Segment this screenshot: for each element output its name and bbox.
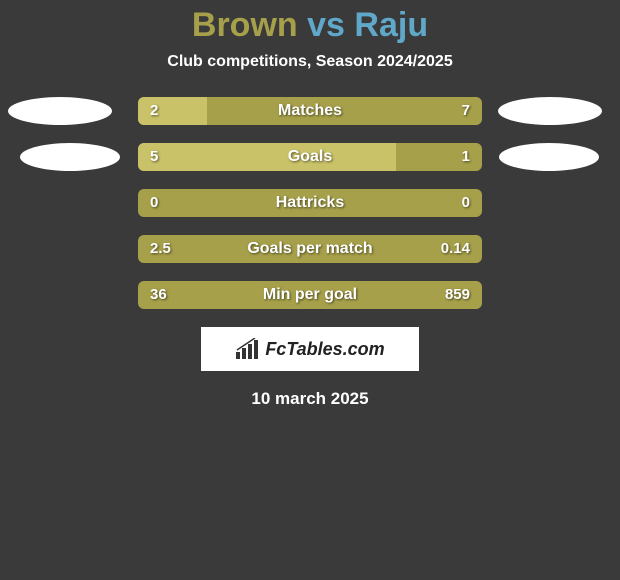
player-badge-oval [498,97,602,125]
logo: FcTables.com [201,327,419,371]
stat-bar: Min per goal36 859 [138,281,482,309]
stat-value-right: 859 [445,281,470,309]
subtitle: Club competitions, Season 2024/2025 [0,53,620,71]
player-badge-oval [20,143,120,171]
stat-value-left: 2 [150,97,158,125]
stat-value-left: 36 [150,281,167,309]
stat-label: Matches [138,97,482,125]
stat-value-left: 5 [150,143,158,171]
title-vs: vs [307,6,345,44]
stat-value-left: 2.5 [150,235,171,263]
player-badge-oval [499,143,599,171]
stat-bar: Matches2 7 [138,97,482,125]
stat-label: Hattricks [138,189,482,217]
date: 10 march 2025 [0,389,620,409]
player-badge-oval [8,97,112,125]
stat-value-right: 0 [462,189,470,217]
stat-bar: Goals5 1 [138,143,482,171]
title-player1: Brown [192,6,298,44]
stat-value-right: 0.14 [441,235,470,263]
stat-label: Min per goal [138,281,482,309]
chart-area: Matches2 7 Goals5 1 Hattricks0 0 Goals per mat… [0,97,620,309]
page-title: Brown vs Raju [0,0,620,45]
comparison-bars: Matches2 7 Goals5 1 Hattricks0 0 Goals per mat… [138,97,482,309]
title-player2: Raju [354,6,428,44]
stat-bar: Hattricks0 0 [138,189,482,217]
stat-label: Goals [138,143,482,171]
logo-text: FcTables.com [265,339,384,360]
stat-value-right: 7 [462,97,470,125]
stat-bar: Goals per match2.5 0.14 [138,235,482,263]
bar-chart-icon [235,338,261,360]
stat-value-left: 0 [150,189,158,217]
stat-label: Goals per match [138,235,482,263]
stat-value-right: 1 [462,143,470,171]
